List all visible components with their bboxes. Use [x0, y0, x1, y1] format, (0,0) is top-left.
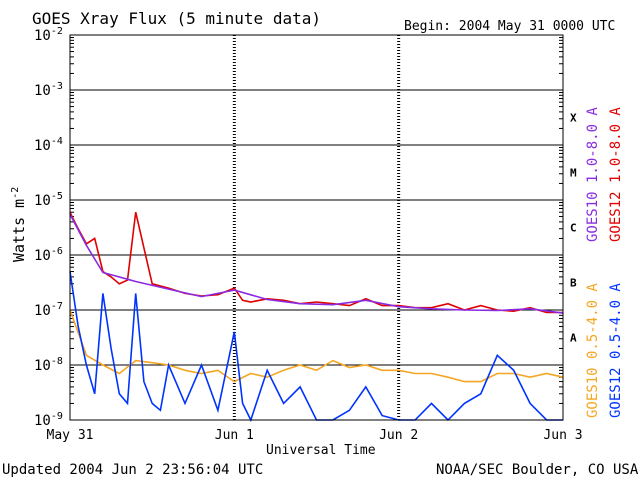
plot-frame	[69, 34, 564, 421]
flare-class-labels: X M C B A	[570, 112, 577, 345]
y-tick-label: 10-5	[34, 191, 63, 209]
y-tick-exp: -6	[51, 246, 63, 257]
flare-class-label: C	[570, 222, 577, 235]
flare-class-label: B	[570, 277, 577, 290]
y-tick-base: 10	[34, 413, 51, 429]
y-axis-label: Watts m-2	[10, 187, 28, 262]
grid-lines	[70, 34, 563, 421]
x-tick-label: Jun 3	[543, 428, 582, 443]
legend: GOES10 1.0-8.0 A GOES12 1.0-8.0 A GOES10 0…	[585, 107, 624, 418]
y-tick-exp: -3	[51, 81, 63, 92]
y-tick-base: 10	[34, 193, 51, 209]
x-tick-labels: May 31 Jun 1 Jun 2 Jun 3	[47, 428, 583, 443]
flare-class-label: M	[570, 167, 577, 180]
legend-entry: GOES10 0.5-4.0 A	[585, 283, 601, 418]
y-axis-label-exp: -2	[10, 187, 21, 199]
legend-entry: GOES12 1.0-8.0 A	[608, 107, 624, 242]
x-axis-label: Universal Time	[266, 443, 376, 458]
footer-source: NOAA/SEC Boulder, CO USA	[436, 462, 639, 478]
legend-entry: GOES10 1.0-8.0 A	[585, 107, 601, 242]
x-tick-label: Jun 2	[379, 428, 418, 443]
flare-class-label: A	[570, 332, 577, 345]
y-tick-label: 10-8	[34, 356, 63, 374]
x-tick-label: May 31	[47, 428, 94, 443]
y-tick-base: 10	[34, 138, 51, 154]
y-tick-exp: -4	[51, 136, 63, 147]
x-tick-label: Jun 1	[215, 428, 254, 443]
footer-updated: Updated 2004 Jun 2 23:56:04 UTC	[2, 462, 263, 478]
y-tick-base: 10	[34, 358, 51, 374]
y-tick-label: 10-3	[34, 81, 63, 99]
chart-title: GOES Xray Flux (5 minute data)	[32, 9, 321, 28]
begin-label: Begin: 2004 May 31 0000 UTC	[404, 19, 615, 34]
y-tick-label: 10-2	[34, 26, 63, 44]
series-line	[69, 211, 563, 314]
y-axis-label-text: Watts m	[10, 199, 28, 262]
y-tick-base: 10	[34, 248, 51, 264]
series-line	[69, 271, 563, 423]
y-tick-exp: -5	[51, 191, 63, 202]
y-tick-base: 10	[34, 303, 51, 319]
series-line	[69, 213, 564, 314]
y-tick-exp: -9	[51, 411, 63, 422]
series-line	[69, 309, 564, 383]
y-tick-label: 10-6	[34, 246, 63, 264]
legend-entry: GOES12 0.5-4.0 A	[608, 283, 624, 418]
y-tick-label: 10-7	[34, 301, 63, 319]
y-tick-base: 10	[34, 83, 51, 99]
y-tick-labels: 10-210-310-410-510-610-710-810-9	[34, 26, 63, 429]
flare-class-label: X	[570, 112, 577, 125]
y-tick-exp: -8	[51, 356, 63, 367]
series-layer	[69, 211, 564, 423]
y-tick-label: 10-9	[34, 411, 63, 429]
y-tick-exp: -2	[51, 26, 63, 37]
y-tick-base: 10	[34, 28, 51, 44]
y-tick-exp: -7	[51, 301, 63, 312]
y-tick-label: 10-4	[34, 136, 63, 154]
